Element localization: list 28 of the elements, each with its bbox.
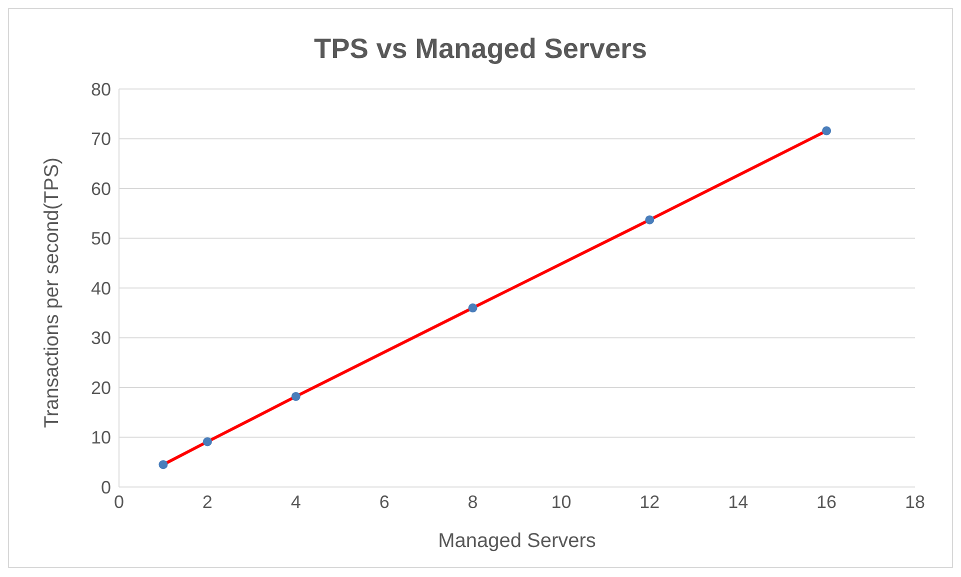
point — [158, 460, 168, 470]
point — [822, 126, 832, 136]
x-tick-label: 2 — [202, 492, 212, 512]
x-tick-label: 18 — [904, 492, 926, 512]
x-tick-label: 8 — [468, 492, 478, 512]
y-tick-label: 0 — [100, 477, 111, 498]
x-tick-label: 0 — [114, 492, 124, 512]
x-tick-label: 4 — [290, 492, 301, 512]
y-tick-label: 30 — [90, 328, 111, 348]
point — [202, 437, 212, 446]
x-tick-label: 16 — [816, 492, 837, 512]
y-tick-label: 80 — [90, 79, 111, 100]
x-axis-title: Managed Servers — [438, 530, 596, 552]
y-tick-label: 40 — [90, 278, 111, 298]
chart-title: TPS vs Managed Servers — [312, 33, 648, 66]
point — [468, 303, 478, 312]
x-tick-label: 14 — [728, 492, 748, 512]
point — [291, 392, 300, 401]
point — [645, 215, 654, 224]
x-tick-label: 10 — [551, 492, 572, 512]
y-axis-title: Transactions per second(TPS) — [41, 158, 64, 428]
y-tick-label: 20 — [90, 378, 111, 398]
x-tick-label: 12 — [640, 492, 660, 512]
y-tick-label: 10 — [90, 428, 111, 448]
x-tick-label: 6 — [379, 492, 390, 512]
y-tick-label: 70 — [90, 129, 111, 150]
y-tick-label: 50 — [90, 228, 111, 249]
y-tick-label: 60 — [90, 178, 111, 199]
